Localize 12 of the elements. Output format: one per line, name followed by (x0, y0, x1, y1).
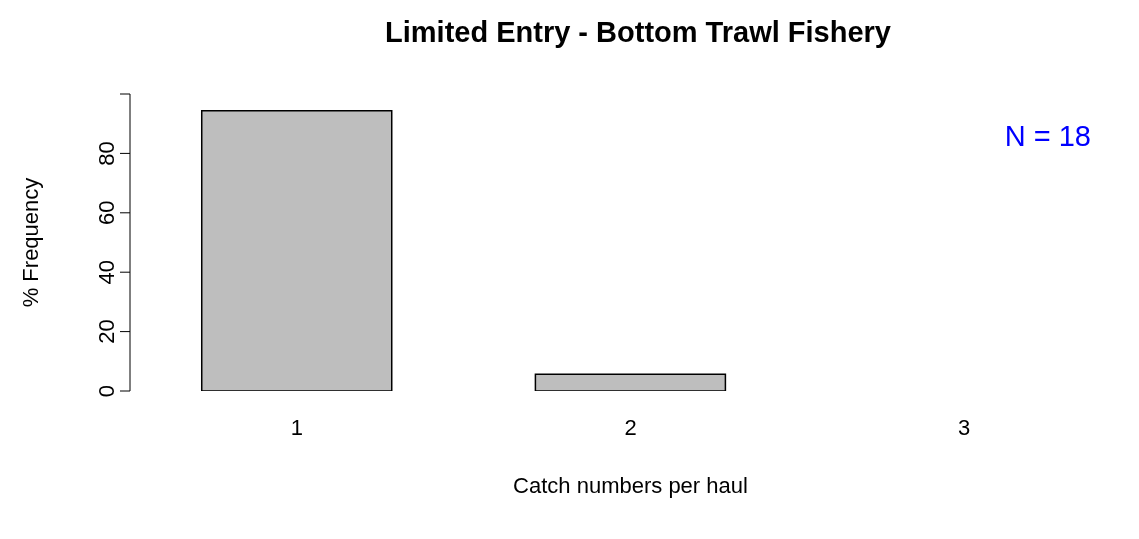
y-tick-label: 60 (94, 200, 119, 226)
x-tick-label: 3 (958, 414, 971, 440)
y-tick-label: 20 (94, 319, 119, 344)
y-tick-label: 0 (94, 384, 119, 398)
y-tick-label: 40 (94, 259, 119, 285)
annotation: N = 18 (1004, 120, 1091, 153)
y-axis-title: % Frequency (17, 177, 43, 308)
x-tick-label: 2 (624, 414, 637, 440)
y-tick-label: 80 (94, 141, 119, 166)
chart-title: Limited Entry - Bottom Trawl Fishery (384, 16, 892, 49)
x-axis-title: Catch numbers per haul (513, 473, 748, 498)
x-tick-label: 1 (290, 414, 303, 440)
